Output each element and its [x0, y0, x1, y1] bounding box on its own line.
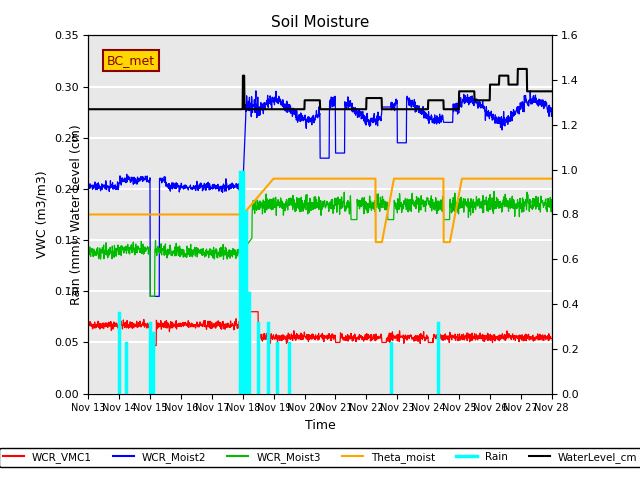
WCR_Moist3 — [348, 216, 356, 222]
WCR_Moist2 — [548, 113, 556, 119]
Theta_moist — [300, 176, 307, 181]
WCR_Moist3 — [548, 196, 556, 202]
WCR_Moist3 — [120, 244, 128, 250]
WCR_Moist2 — [526, 88, 534, 94]
WCR_Moist3 — [300, 208, 307, 214]
WCR_Moist3 — [490, 189, 498, 194]
WCR_Moist2 — [300, 118, 307, 124]
WCR_VMC1 — [349, 337, 356, 343]
Y-axis label: Rain (mm), Water Level (cm): Rain (mm), Water Level (cm) — [70, 124, 83, 305]
Theta_moist — [348, 176, 356, 181]
WCR_Moist2 — [147, 293, 154, 299]
WCR_VMC1 — [147, 343, 154, 348]
WCR_VMC1 — [300, 335, 307, 341]
Theta_moist — [372, 239, 380, 245]
WCR_VMC1 — [120, 322, 128, 328]
WCR_Moist3 — [147, 293, 154, 299]
WCR_Moist3 — [84, 248, 92, 253]
WCR_Moist2 — [84, 186, 92, 192]
WCR_Moist3 — [291, 200, 299, 206]
Y-axis label: VWC (m3/m3): VWC (m3/m3) — [35, 171, 49, 258]
WCR_Moist2 — [120, 179, 128, 185]
Theta_moist — [84, 212, 92, 217]
WCR_Moist2 — [348, 100, 356, 106]
Line: WCR_VMC1: WCR_VMC1 — [88, 312, 552, 346]
Text: BC_met: BC_met — [107, 54, 155, 67]
WCR_Moist2 — [140, 175, 147, 181]
Theta_moist — [140, 212, 147, 217]
WCR_VMC1 — [282, 336, 289, 342]
WCR_VMC1 — [291, 332, 299, 338]
WCR_Moist3 — [140, 248, 147, 254]
WCR_Moist2 — [291, 112, 299, 118]
Theta_moist — [291, 176, 299, 181]
Theta_moist — [120, 212, 128, 217]
Line: Theta_moist: Theta_moist — [88, 179, 552, 242]
Line: WCR_Moist3: WCR_Moist3 — [88, 192, 552, 296]
WCR_VMC1 — [548, 336, 556, 342]
Theta_moist — [282, 176, 289, 181]
Theta_moist — [269, 176, 277, 181]
WCR_VMC1 — [239, 309, 247, 314]
WCR_VMC1 — [140, 319, 147, 325]
Theta_moist — [548, 176, 556, 181]
Line: WCR_Moist2: WCR_Moist2 — [88, 91, 552, 296]
WCR_VMC1 — [84, 321, 92, 327]
WCR_Moist2 — [282, 108, 289, 114]
X-axis label: Time: Time — [305, 419, 335, 432]
Title: Soil Moisture: Soil Moisture — [271, 15, 369, 30]
Legend: WCR_VMC1, WCR_Moist2, WCR_Moist3, Theta_moist, Rain, WaterLevel_cm: WCR_VMC1, WCR_Moist2, WCR_Moist3, Theta_… — [0, 448, 640, 467]
WCR_Moist3 — [282, 204, 289, 210]
